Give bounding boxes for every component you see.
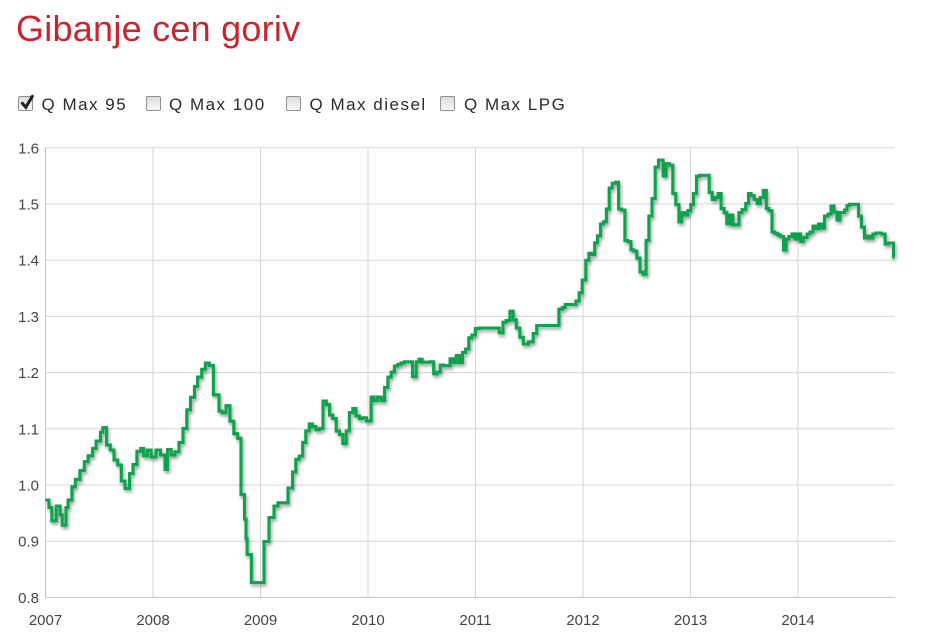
svg-text:2011: 2011 (459, 612, 491, 629)
svg-text:0.9: 0.9 (18, 534, 39, 551)
svg-text:1.0: 1.0 (18, 478, 39, 495)
svg-text:1.1: 1.1 (18, 421, 39, 438)
svg-text:2014: 2014 (781, 612, 814, 629)
svg-text:1.6: 1.6 (18, 140, 39, 157)
svg-text:2012: 2012 (566, 612, 599, 629)
svg-text:2009: 2009 (244, 612, 277, 629)
svg-text:2008: 2008 (136, 612, 169, 629)
svg-text:1.2: 1.2 (18, 365, 39, 382)
svg-text:0.8: 0.8 (18, 590, 39, 607)
svg-text:1.5: 1.5 (18, 197, 39, 214)
svg-text:1.3: 1.3 (18, 309, 39, 326)
svg-text:2007: 2007 (29, 612, 62, 629)
svg-text:1.4: 1.4 (18, 253, 39, 270)
svg-text:2013: 2013 (674, 612, 707, 629)
svg-text:2010: 2010 (351, 612, 384, 629)
